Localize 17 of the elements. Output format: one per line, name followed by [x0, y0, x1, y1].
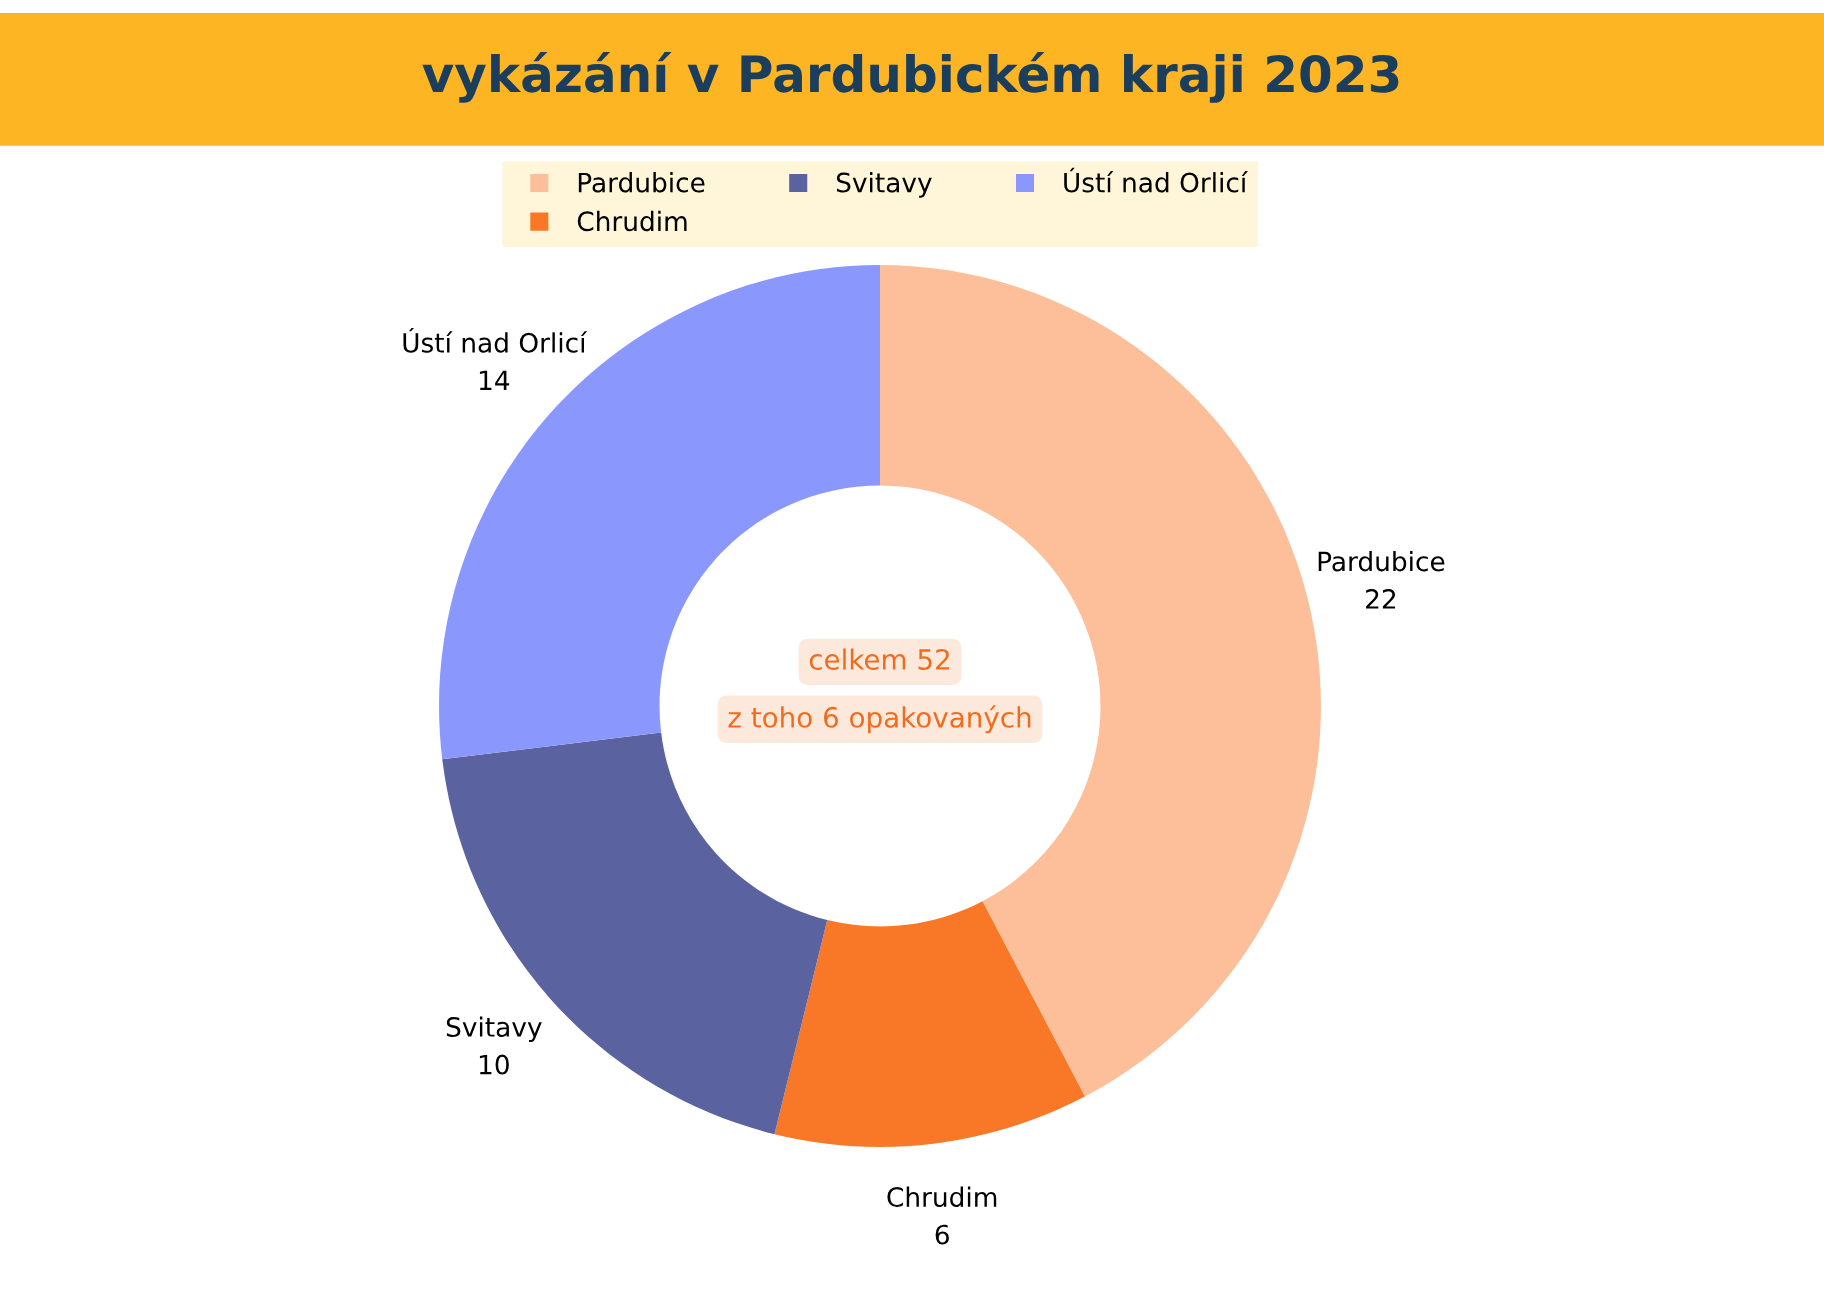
- legend-label: Svitavy: [836, 172, 932, 198]
- data-label: 14: [479, 370, 510, 390]
- donut-slice: [442, 732, 828, 1135]
- slice-label: Chrudim: [887, 1186, 997, 1208]
- data-label: 10: [479, 1054, 509, 1075]
- data-label: 6: [935, 1224, 949, 1245]
- legend-label: Chrudim: [577, 210, 687, 232]
- legend-label: Pardubice: [578, 172, 705, 193]
- data-label: 22: [1366, 589, 1396, 609]
- chart-title: vykázání v Pardubickém kraji 2023: [422, 52, 1399, 103]
- legend-label: Ústí nad Orlicí: [1064, 167, 1248, 193]
- text: celkem 52: [809, 648, 949, 670]
- text: z toho 6 opakovaných: [728, 705, 1031, 734]
- slice-label: Pardubice: [1318, 550, 1445, 572]
- slice-label: Svitavy: [446, 1016, 542, 1043]
- slice-label: Ústí nad Orlicí: [403, 327, 588, 353]
- donut-slice: [774, 901, 1085, 1147]
